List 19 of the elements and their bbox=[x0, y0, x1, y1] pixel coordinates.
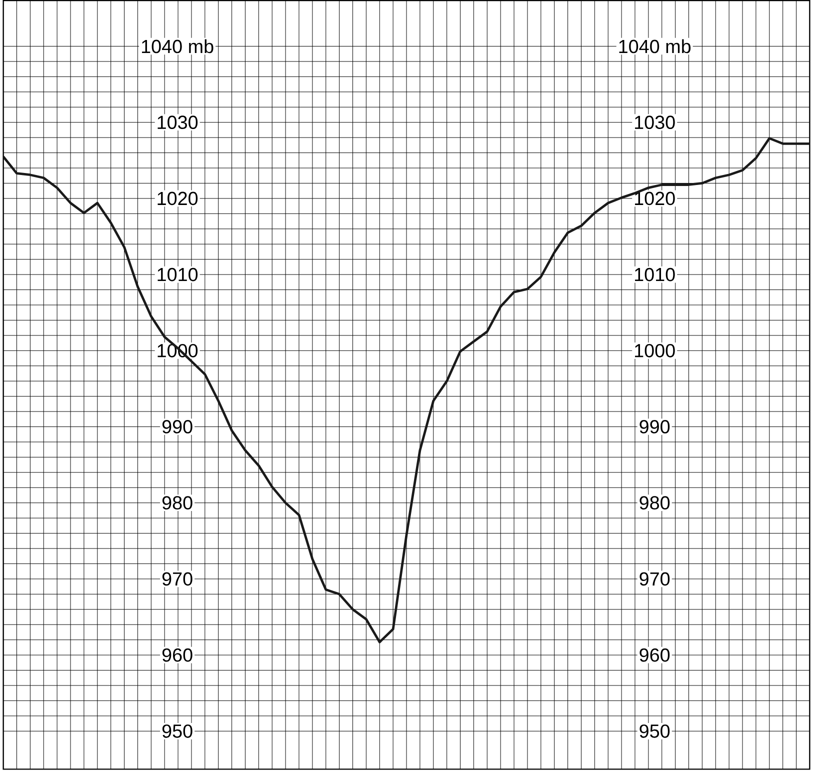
y-tick-label: 1010 bbox=[158, 268, 198, 282]
y2-tick-label: 1010 bbox=[635, 268, 675, 282]
y2-tick-label: 1040 mb bbox=[619, 39, 691, 54]
y2-tick-label: 980 bbox=[640, 496, 670, 510]
y-tick-label: 1040 mb bbox=[142, 39, 214, 54]
y2-tick-label: 970 bbox=[640, 572, 670, 586]
y2-tick-label: 990 bbox=[640, 420, 670, 434]
y-tick-label: 1020 bbox=[158, 192, 198, 206]
y-tick-label: 950 bbox=[162, 724, 192, 738]
y-tick-label: 970 bbox=[162, 572, 192, 586]
y-tick-label: 990 bbox=[162, 420, 192, 434]
y-tick-label: 960 bbox=[162, 648, 192, 662]
y2-tick-label: 1000 bbox=[635, 344, 675, 358]
y-tick-label: 1030 bbox=[158, 116, 198, 130]
y-tick-label: 980 bbox=[162, 496, 192, 510]
y2-tick-label: 950 bbox=[640, 724, 670, 738]
y2-tick-label: 1020 bbox=[635, 192, 675, 206]
y2-tick-label: 1030 bbox=[635, 116, 675, 130]
y2-tick-label: 960 bbox=[640, 648, 670, 662]
